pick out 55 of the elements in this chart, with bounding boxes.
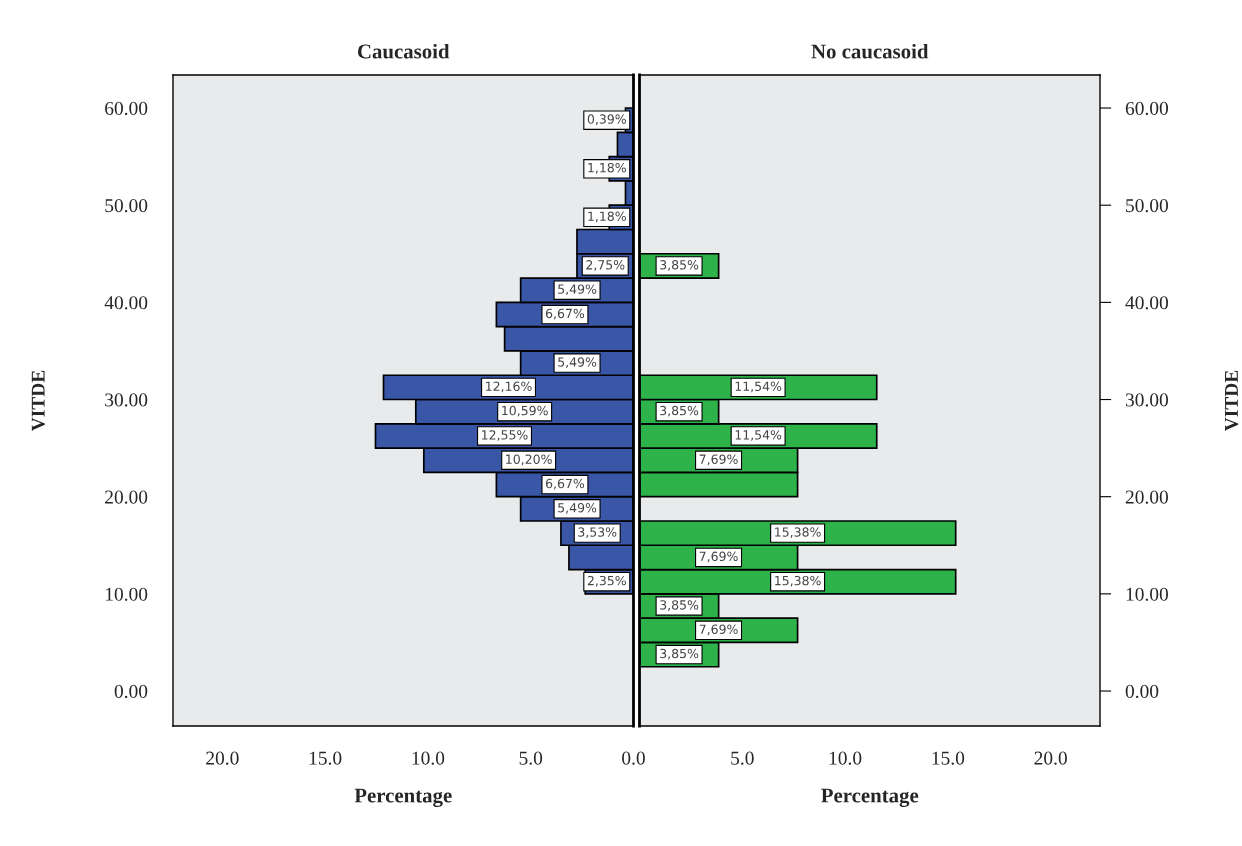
y-tick-label: 20.00 — [105, 490, 148, 504]
y-tick-label: 40.00 — [1125, 296, 1169, 310]
data-label: 12,55% — [482, 430, 528, 441]
y-tick-label: 60.00 — [105, 101, 148, 116]
data-label: 7,69% — [699, 551, 738, 563]
y-tick-label: 40.00 — [104, 296, 148, 310]
data-label: 15,38% — [775, 575, 821, 587]
data-label: 2,35% — [587, 575, 626, 587]
y-tick-label: 50.00 — [1126, 199, 1169, 213]
data-label: 10,59% — [502, 405, 548, 417]
data-label: 12,16% — [486, 381, 532, 393]
x-tick-label: 15.0 — [932, 751, 965, 765]
x-axis-title: Percentage — [821, 788, 919, 807]
y-tick-label: 30.00 — [1125, 393, 1169, 407]
y-tick-label: 60.00 — [1125, 101, 1169, 116]
data-label: 1,18% — [588, 162, 626, 174]
x-tick-label: 0.0 — [622, 751, 645, 765]
data-label: 5,49% — [558, 284, 597, 296]
y-tick-label: 30.00 — [105, 393, 148, 407]
x-tick-label: 5.0 — [519, 751, 543, 765]
data-label: 15,38% — [775, 527, 821, 539]
data-label: 5,49% — [558, 503, 597, 514]
y-axis-title: VITDE — [1225, 370, 1239, 432]
data-label: 11,54% — [735, 430, 782, 441]
chart-title: Caucasoid — [357, 43, 450, 59]
data-label: 6,67% — [545, 308, 585, 320]
x-tick-label: 5.0 — [731, 751, 754, 765]
x-tick-label: 15.0 — [309, 751, 342, 765]
data-label: 3,85% — [660, 260, 699, 271]
y-tick-label: 20.00 — [1125, 490, 1169, 504]
data-label: 1,18% — [588, 211, 626, 223]
y-tick-label: 0.00 — [114, 684, 148, 699]
data-label: 5,49% — [558, 357, 597, 368]
x-tick-label: 20.0 — [1034, 751, 1067, 765]
data-label: 11,54% — [735, 381, 782, 393]
data-label: 3,85% — [660, 600, 699, 611]
chart-title: No caucasoid — [811, 43, 929, 59]
x-tick-label: 10.0 — [829, 751, 862, 765]
x-tick-label: 20.0 — [206, 751, 239, 765]
y-axis-title: VITDE — [31, 370, 45, 432]
data-label: 6,67% — [545, 478, 585, 490]
data-label: 3,85% — [660, 648, 699, 660]
data-label: 0,39% — [587, 114, 626, 126]
data-label: 7,69% — [699, 624, 738, 636]
data-label: 2,75% — [586, 260, 625, 271]
x-axis-title: Percentage — [354, 788, 452, 807]
y-tick-label: 50.00 — [105, 199, 148, 213]
y-tick-label: 0.00 — [1125, 684, 1159, 699]
data-label: 3,53% — [578, 527, 617, 539]
y-tick-label: 10.00 — [1126, 587, 1169, 601]
data-label: 7,69% — [699, 454, 738, 466]
data-label: 10,20% — [506, 454, 552, 466]
y-tick-label: 10.00 — [105, 587, 148, 601]
x-tick-label: 10.0 — [412, 751, 445, 765]
data-label: 3,85% — [660, 405, 699, 417]
